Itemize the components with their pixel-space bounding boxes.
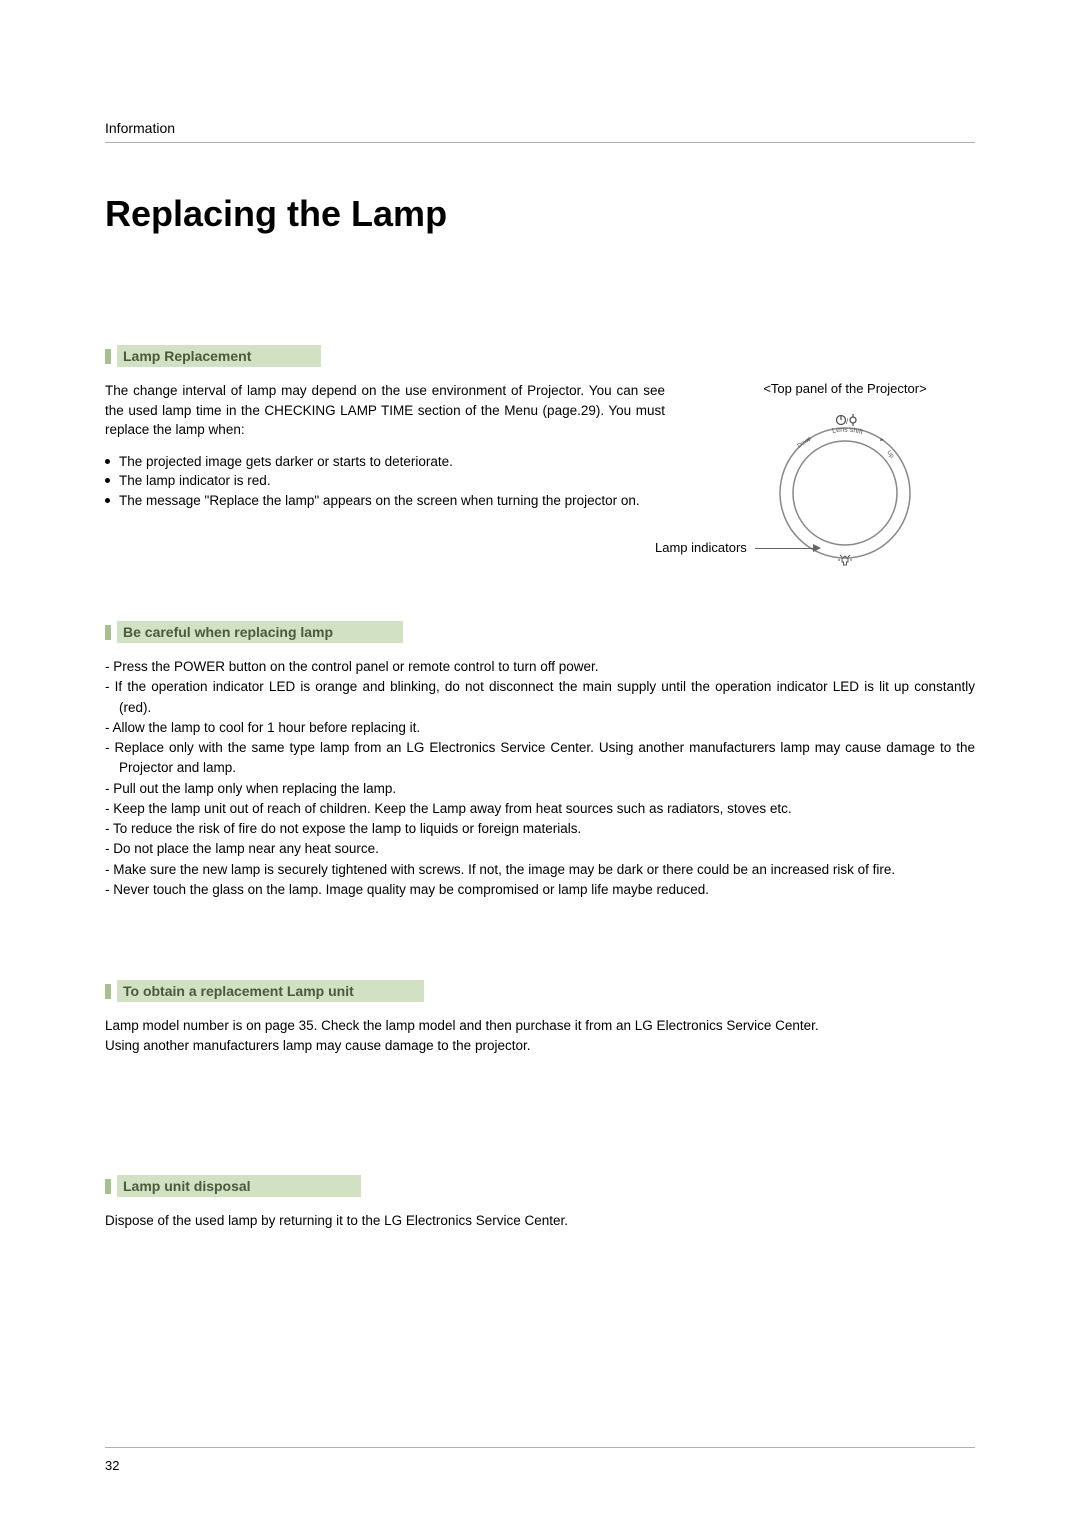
list-item: - Make sure the new lamp is securely tig… [105,860,975,880]
bullet-list: The projected image gets darker or start… [105,452,665,511]
lamp-replacement-para: The change interval of lamp may depend o… [105,381,665,440]
section-heading-be-careful: Be careful when replacing lamp [105,621,975,643]
list-item: The projected image gets darker or start… [105,452,665,472]
page-title: Replacing the Lamp [105,193,975,235]
list-item: - Never touch the glass on the lamp. Ima… [105,880,975,900]
lamp-indicator-label: Lamp indicators [655,540,747,555]
diagram-svg: / Lens shift Down Up [765,408,925,568]
list-item: - To reduce the risk of fire do not expo… [105,819,975,839]
row-lamp-replacement: The change interval of lamp may depend o… [105,381,975,571]
section-heading-lamp-replacement: Lamp Replacement [105,345,975,367]
up-label: Up [885,450,895,460]
col-left: The change interval of lamp may depend o… [105,381,665,571]
heading-text: Be careful when replacing lamp [117,621,403,643]
heading-bar [105,349,111,364]
obtain-line2: Using another manufacturers lamp may cau… [105,1036,975,1056]
svg-text:/: / [846,417,849,426]
obtain-line1: Lamp model number is on page 35. Check t… [105,1016,975,1036]
lamp-leader-line [755,548,815,549]
obtain-text: Lamp model number is on page 35. Check t… [105,1016,975,1055]
footer-rule [105,1447,975,1448]
page-footer: 32 [105,1447,975,1473]
heading-bar [105,1179,111,1194]
page-root: Information Replacing the Lamp Lamp Repl… [0,0,1080,1528]
list-item: - Keep the lamp unit out of reach of chi… [105,799,975,819]
lamp-indicator-icon [838,555,852,565]
list-item: - Replace only with the same type lamp f… [105,738,975,779]
dash-list: - Press the POWER button on the control … [105,657,975,900]
header-section-label: Information [105,120,975,136]
heading-bar [105,625,111,640]
diagram-caption: <Top panel of the Projector> [715,381,975,396]
lens-shift-label: Lens shift [832,427,864,437]
header-rule [105,142,975,143]
heading-text: To obtain a replacement Lamp unit [117,980,424,1002]
lamp-leader-arrow [813,544,821,552]
disposal-text: Dispose of the used lamp by returning it… [105,1211,975,1231]
list-item: - Allow the lamp to cool for 1 hour befo… [105,718,975,738]
list-item: - Do not place the lamp near any heat so… [105,839,975,859]
list-item: - Press the POWER button on the control … [105,657,975,677]
list-item: The lamp indicator is red. [105,471,665,491]
page-number: 32 [105,1458,975,1473]
section-heading-disposal: Lamp unit disposal [105,1175,975,1197]
projector-top-diagram: / Lens shift Down Up [765,408,925,571]
heading-bar [105,984,111,999]
list-item: - If the operation indicator LED is oran… [105,677,975,718]
down-label: Down [797,436,813,450]
list-item: The message "Replace the lamp" appears o… [105,491,665,511]
list-item: - Pull out the lamp only when replacing … [105,779,975,799]
col-right-diagram: <Top panel of the Projector> / [715,381,975,571]
svg-text:Lens shift: Lens shift [832,427,864,437]
heading-text: Lamp Replacement [117,345,321,367]
heading-text: Lamp unit disposal [117,1175,361,1197]
section-heading-obtain-unit: To obtain a replacement Lamp unit [105,980,975,1002]
